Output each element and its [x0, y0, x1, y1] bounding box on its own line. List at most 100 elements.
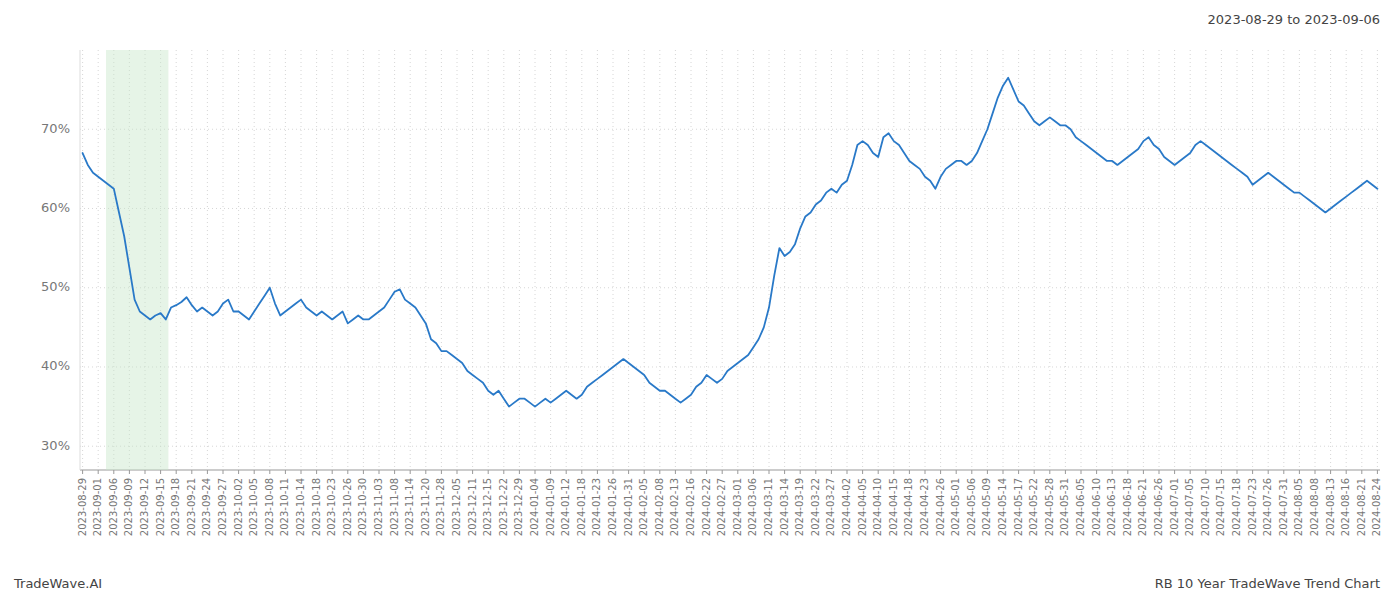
x-grid-line: [1268, 50, 1269, 470]
x-tick-label: 2023-11-14: [404, 478, 415, 536]
x-tick-label: 2023-09-21: [186, 478, 197, 536]
x-tick: [316, 470, 317, 474]
x-tick-label: 2024-02-05: [638, 478, 649, 536]
x-tick-label: 2024-01-09: [545, 478, 556, 536]
x-tick-label: 2024-03-19: [794, 478, 805, 536]
x-grid-line: [1315, 50, 1316, 470]
y-axis-line: [80, 50, 81, 470]
x-tick: [472, 470, 473, 474]
x-grid-line: [363, 50, 364, 470]
x-tick: [597, 470, 598, 474]
x-grid-line: [285, 50, 286, 470]
x-tick-label: 2024-06-18: [1122, 478, 1133, 536]
background: [0, 0, 1400, 600]
x-tick: [332, 470, 333, 474]
annotation: TradeWave.AI: [13, 576, 102, 591]
x-tick: [1190, 470, 1191, 474]
x-tick-label: 2024-07-15: [1215, 478, 1226, 536]
x-tick: [129, 470, 130, 474]
x-tick-label: 2023-11-03: [373, 478, 384, 536]
x-grid-line: [737, 50, 738, 470]
x-tick: [113, 470, 114, 474]
x-grid-line: [722, 50, 723, 470]
x-grid-line: [425, 50, 426, 470]
x-tick-label: 2023-09-01: [92, 478, 103, 536]
x-tick: [847, 470, 848, 474]
x-tick: [254, 470, 255, 474]
x-tick: [160, 470, 161, 474]
x-tick-label: 2023-10-23: [326, 478, 337, 536]
x-tick-label: 2024-03-06: [747, 478, 758, 536]
x-tick: [1112, 470, 1113, 474]
x-tick: [410, 470, 411, 474]
x-tick: [503, 470, 504, 474]
x-tick: [207, 470, 208, 474]
x-tick: [909, 470, 910, 474]
x-tick: [1159, 470, 1160, 474]
x-grid-line: [472, 50, 473, 470]
x-tick-label: 2024-07-31: [1278, 478, 1289, 536]
x-tick-label: 2024-03-27: [825, 478, 836, 536]
x-tick-label: 2024-06-26: [1153, 478, 1164, 536]
x-tick-label: 2024-04-02: [841, 478, 852, 536]
x-tick: [363, 470, 364, 474]
x-tick-label: 2024-01-18: [576, 478, 587, 536]
x-tick-label: 2024-02-16: [685, 478, 696, 536]
x-grid-line: [207, 50, 208, 470]
x-tick-label: 2024-06-05: [1075, 478, 1086, 536]
x-grid-line: [254, 50, 255, 470]
x-tick: [82, 470, 83, 474]
x-tick: [1237, 470, 1238, 474]
x-grid-line: [1377, 50, 1378, 470]
x-grid-line: [628, 50, 629, 470]
x-tick: [1205, 470, 1206, 474]
x-tick: [488, 470, 489, 474]
x-tick: [753, 470, 754, 474]
x-grid-line: [1190, 50, 1191, 470]
x-grid-line: [925, 50, 926, 470]
x-grid-line: [1299, 50, 1300, 470]
x-tick-label: 2024-04-05: [857, 478, 868, 536]
x-tick: [550, 470, 551, 474]
x-grid-line: [1252, 50, 1253, 470]
x-tick: [1315, 470, 1316, 474]
x-tick-label: 2024-03-22: [810, 478, 821, 536]
x-tick: [1143, 470, 1144, 474]
y-tick-label: 30%: [41, 438, 70, 453]
x-tick-label: 2023-09-12: [139, 478, 150, 536]
x-tick: [379, 470, 380, 474]
x-grid-line: [769, 50, 770, 470]
x-tick: [1127, 470, 1128, 474]
x-grid-line: [971, 50, 972, 470]
x-tick-label: 2024-05-14: [997, 478, 1008, 536]
x-tick-label: 2024-05-22: [1028, 478, 1039, 536]
x-tick-label: 2024-07-23: [1247, 478, 1258, 536]
x-tick-label: 2023-09-06: [108, 478, 119, 536]
x-tick-label: 2023-11-20: [420, 478, 431, 536]
x-axis-line: [80, 470, 1380, 471]
x-grid-line: [675, 50, 676, 470]
x-grid-line: [519, 50, 520, 470]
x-tick: [644, 470, 645, 474]
x-tick: [223, 470, 224, 474]
x-grid-line: [332, 50, 333, 470]
x-grid-line: [457, 50, 458, 470]
x-tick-label: 2024-08-24: [1371, 478, 1382, 536]
x-tick: [581, 470, 582, 474]
x-tick: [1268, 470, 1269, 474]
x-grid-line: [987, 50, 988, 470]
x-tick: [1174, 470, 1175, 474]
x-grid-line: [1361, 50, 1362, 470]
x-grid-line: [1018, 50, 1019, 470]
x-grid-line: [784, 50, 785, 470]
x-grid-line: [815, 50, 816, 470]
x-tick: [722, 470, 723, 474]
x-grid-line: [98, 50, 99, 470]
y-tick-label: 50%: [41, 279, 70, 294]
x-tick-label: 2024-07-05: [1184, 478, 1195, 536]
x-grid-line: [613, 50, 614, 470]
x-grid-line: [1330, 50, 1331, 470]
x-tick-label: 2023-10-08: [264, 478, 275, 536]
x-tick: [940, 470, 941, 474]
x-tick-label: 2023-10-14: [295, 478, 306, 536]
